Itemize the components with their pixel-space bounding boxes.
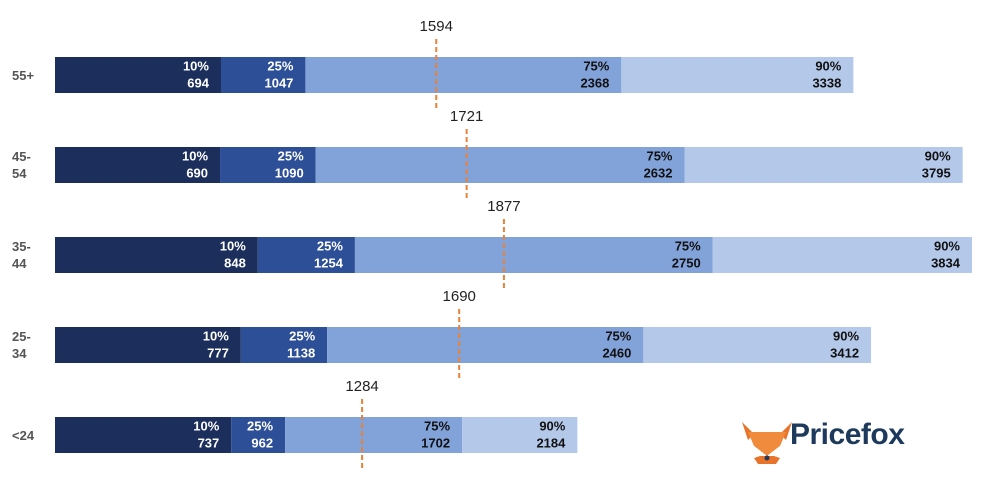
value-label: 1047 [264,75,293,90]
median-label: 1594 [420,18,453,35]
bar-segment [327,327,644,363]
series-label: 75% [675,238,701,253]
bar-segment [643,327,872,363]
value-label: 3338 [812,75,841,90]
value-label: 1702 [421,435,450,450]
bar-segment [285,417,463,453]
bar-segment [684,147,963,183]
bar-segment [712,237,972,273]
bar-segment [55,57,221,93]
value-label: 2460 [602,345,631,360]
value-label: 777 [207,345,229,360]
bar-segment [55,417,232,453]
value-label: 2368 [580,75,609,90]
value-label: 3412 [830,345,859,360]
series-label: 75% [583,58,609,73]
value-label: 3795 [922,165,951,180]
median-label: 1721 [450,108,483,125]
bar-segment [55,327,241,363]
series-label: 75% [424,418,450,433]
bar-segment [240,327,328,363]
series-label: 90% [833,328,859,343]
series-label: 25% [247,418,273,433]
series-label: 90% [934,238,960,253]
series-label: 90% [539,418,565,433]
median-label: 1284 [345,378,378,395]
series-label: 75% [646,148,672,163]
category-label: 45-54 [12,149,31,181]
series-label: 25% [289,328,315,343]
series-label: 10% [193,418,219,433]
value-label: 690 [186,165,208,180]
bar-segment [315,147,685,183]
series-label: 10% [182,148,208,163]
value-label: 3834 [931,255,961,270]
value-label: 962 [251,435,273,450]
series-label: 90% [925,148,951,163]
median-label: 1690 [443,288,476,305]
category-label: 25-34 [12,329,31,361]
value-label: 694 [187,75,209,90]
bar-segment [257,237,355,273]
bar-segment [231,417,286,453]
series-label: 10% [220,238,246,253]
category-label: <24 [12,427,35,443]
series-label: 25% [267,58,293,73]
median-label: 1877 [487,198,520,215]
series-label: 75% [605,328,631,343]
logo-text: Pricefox [790,418,905,451]
value-label: 1254 [314,255,344,270]
bar-segment [220,57,306,93]
bar-segment [354,237,713,273]
series-label: 25% [278,148,304,163]
series-label: 10% [203,328,229,343]
value-label: 848 [224,255,246,270]
category-label: 55+ [12,67,35,83]
series-label: 10% [183,58,209,73]
series-label: 25% [317,238,343,253]
bar-segment [462,417,578,453]
bar-segment [220,147,316,183]
value-label: 2750 [672,255,701,270]
category-label: 35-44 [12,239,31,271]
value-label: 1138 [287,345,315,360]
value-label: 1090 [275,165,304,180]
bar-segment [55,237,258,273]
bar-segment [621,57,854,93]
value-label: 2184 [536,435,566,450]
series-label: 90% [815,58,841,73]
value-label: 737 [198,435,220,450]
logo-icon [742,422,792,464]
value-label: 2632 [644,165,673,180]
bar-segment [55,147,221,183]
bar-segment [305,57,622,93]
